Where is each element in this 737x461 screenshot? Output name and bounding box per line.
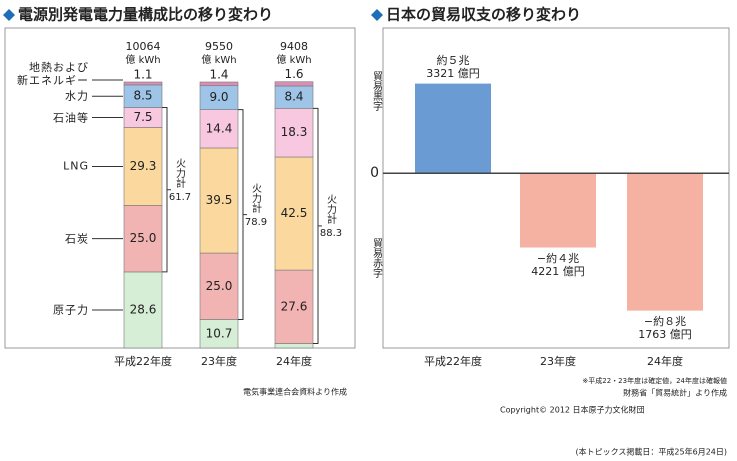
axis-label: 貿易赤字 <box>370 238 382 279</box>
total-unit: 億 kWh <box>201 53 236 66</box>
bar-segment <box>123 271 163 349</box>
bar-segment <box>274 269 314 344</box>
total-label: 10064 <box>126 40 161 53</box>
thermal-label: 火力計 <box>173 157 185 188</box>
bar <box>627 173 703 311</box>
value-label: 25.0 <box>130 231 157 245</box>
total-label: 9550 <box>205 40 233 53</box>
bar-segment <box>274 81 314 87</box>
y-tick-label: 0 <box>370 165 379 181</box>
series-name: LNG <box>63 159 89 173</box>
bar-segment <box>123 81 163 86</box>
frame <box>382 27 730 349</box>
series-name: 地熱および 新エネルギー <box>17 61 89 87</box>
note: 財務省「貿易統計」より作成 <box>623 388 727 398</box>
value-label: 25.0 <box>206 279 233 293</box>
value-label: 18.3 <box>281 125 308 139</box>
bar-segment <box>199 81 239 87</box>
series-name: 石油等 <box>53 111 89 124</box>
x-tick-label: 23年度 <box>540 354 576 368</box>
bar-segment <box>274 156 314 271</box>
bar-segment <box>199 147 239 254</box>
value-label: 39.5 <box>206 193 233 207</box>
thermal-bracket <box>313 107 319 344</box>
thermal-bracket <box>162 107 168 273</box>
value-label: 14.4 <box>206 121 233 135</box>
thermal-label: 火力計 <box>249 182 261 213</box>
value-label: 27.6 <box>281 299 308 313</box>
series-name: 石炭 <box>65 232 89 246</box>
x-tick-label: 平成22年度 <box>114 354 172 368</box>
thermal-bracket <box>238 109 244 321</box>
title-marker <box>371 9 383 21</box>
bar-segment <box>123 205 163 273</box>
total-unit: 億 kWh <box>276 53 311 66</box>
bar-segment <box>199 109 239 149</box>
chart-title: 電源別発電電力量構成比の移り変わり <box>18 6 273 24</box>
x-tick-label: 平成22年度 <box>424 354 482 368</box>
title-marker <box>3 9 15 21</box>
source: 電気事業連合会資料より作成 <box>243 387 347 397</box>
footer: (本トピックス掲載日：平成25年6月24日) <box>576 447 727 457</box>
axis-label: 貿易黒字 <box>370 70 382 111</box>
value-label: 8.4 <box>284 90 303 104</box>
bar-segment <box>199 319 239 349</box>
series-name: 水力 <box>65 89 89 103</box>
copyright: Copyright© 2012 日本原子力文化財団 <box>500 405 645 415</box>
bar-segment <box>274 343 314 349</box>
value-label: 1.4 <box>209 68 228 82</box>
frame <box>4 27 356 349</box>
x-tick-label: 23年度 <box>201 354 237 368</box>
bar <box>415 83 491 174</box>
value-label: 8.5 <box>133 89 152 103</box>
value-label: 29.3 <box>130 159 157 173</box>
bar-segment <box>123 127 163 206</box>
series-name: 原子力 <box>53 303 89 317</box>
value-label: 9.0 <box>209 90 228 104</box>
bar <box>520 173 596 248</box>
bar-segment <box>274 108 314 158</box>
value-label: 1.1 <box>133 68 152 82</box>
total-label: 9408 <box>280 40 308 53</box>
value-label: 42.5 <box>281 206 308 220</box>
bar-segment <box>199 252 239 320</box>
chart-title: 日本の貿易収支の移り変わり <box>386 6 581 24</box>
value-label: −約８兆 1763 億円 <box>638 314 692 341</box>
value-label: 7.5 <box>133 110 152 124</box>
note: ※平成22・23年度は確定値，24年度は確報値 <box>582 376 727 385</box>
total-unit: 億 kWh <box>125 53 160 66</box>
thermal-total: 78.9 <box>244 216 268 228</box>
value-label: −約４兆 4221 億円 <box>531 251 585 278</box>
thermal-total: 61.7 <box>168 191 192 203</box>
value-label: 10.7 <box>206 326 233 340</box>
thermal-label: 火力計 <box>324 193 336 224</box>
value-label: 1.6 <box>284 67 303 81</box>
x-tick-label: 24年度 <box>276 354 312 368</box>
value-label: 28.6 <box>130 302 157 316</box>
thermal-total: 88.3 <box>319 227 343 239</box>
value-label: 約５兆 3321 億円 <box>426 53 480 80</box>
x-tick-label: 24年度 <box>647 354 683 368</box>
